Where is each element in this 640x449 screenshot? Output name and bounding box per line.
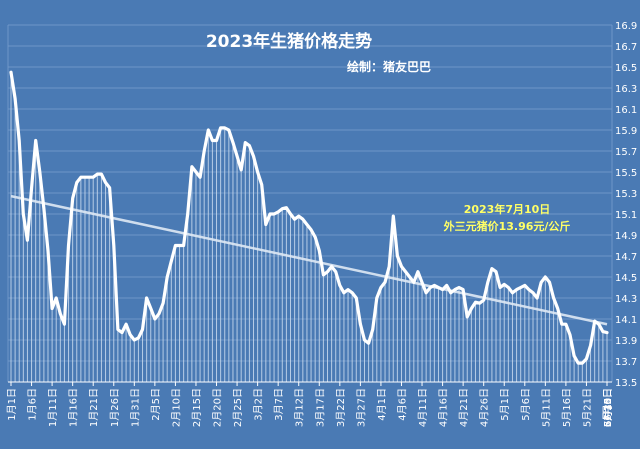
x-tick-label: 4月6日 <box>396 388 408 421</box>
y-axis: 13.5 13.7 13.9 14.1 14.3 14.5 14.7 14.9 15.1 15.3… <box>615 21 637 389</box>
x-tick-label: 3月17日 <box>314 388 326 427</box>
x-tick-label: 6月20日 <box>602 388 614 427</box>
y-tick-label: 15.5 <box>615 168 637 179</box>
x-tick-label: 7月10日 <box>602 388 614 427</box>
x-tick-label: 6月25日 <box>602 388 614 427</box>
area-fill <box>10 72 608 382</box>
x-tick-label: 5月1日 <box>499 388 511 421</box>
y-tick-label: 15.1 <box>615 210 637 221</box>
x-tick-label: 3月12日 <box>294 388 306 427</box>
y-tick-label: 14.9 <box>615 231 637 242</box>
x-tick-label: 2月10日 <box>170 388 182 427</box>
y-tick-label: 16.3 <box>615 84 637 95</box>
y-tick-label: 14.3 <box>615 294 637 305</box>
x-tick-label: 2月15日 <box>191 388 203 427</box>
x-tick-label: 6月5日 <box>602 388 614 421</box>
x-tick-label: 3月27日 <box>355 388 367 427</box>
x-tick-label: 3月7日 <box>273 388 285 421</box>
x-axis: 1月1日 1月6日 1月11日 1月16日 1月21日 1月26日 1月31日 2月5日 2月1… <box>6 381 614 427</box>
series-line <box>9 70 609 365</box>
y-tick-label: 13.9 <box>615 336 637 347</box>
x-tick-label: 1月6日 <box>27 388 39 421</box>
x-tick-label: 3月22日 <box>335 388 347 427</box>
x-tick-label: 4月21日 <box>458 388 470 427</box>
x-tick-label: 5月6日 <box>520 388 532 421</box>
x-tick-label: 1月1日 <box>6 388 18 421</box>
y-tick-label: 14.5 <box>615 273 637 284</box>
x-tick-label: 1月16日 <box>68 388 80 427</box>
x-tick-label: 2月25日 <box>232 388 244 427</box>
chart-title: 2023年生猪价格走势 <box>206 31 372 52</box>
x-tick-label: 1月11日 <box>47 388 59 427</box>
x-tick-label: 4月16日 <box>438 388 450 427</box>
x-tick-label: 1月31日 <box>129 388 141 427</box>
y-tick-label: 13.7 <box>615 357 637 368</box>
x-tick-label: 5月16日 <box>561 388 573 427</box>
y-tick-label: 13.5 <box>615 378 637 389</box>
x-tick-label: 4月26日 <box>479 388 491 427</box>
grid <box>7 24 613 383</box>
x-tick-label: 2月20日 <box>212 388 224 427</box>
y-tick-label: 14.1 <box>615 315 637 326</box>
x-tick-label: 5月21日 <box>581 388 593 427</box>
x-tick-label: 6月10日 <box>602 388 614 427</box>
x-tick-label: 7月5日 <box>602 388 614 421</box>
x-tick-label: 1月26日 <box>109 388 121 427</box>
x-tick-label: 5月26日 <box>602 388 614 427</box>
y-tick-label: 16.7 <box>615 42 637 53</box>
chart-subtitle: 绘制：猪友巴巴 <box>347 59 431 74</box>
y-tick-label: 16.5 <box>615 63 637 74</box>
x-tick-label: 1月21日 <box>88 388 100 427</box>
y-tick-label: 15.7 <box>615 147 637 158</box>
y-tick-label: 14.7 <box>615 252 637 263</box>
series-line-path <box>9 70 609 365</box>
x-tick-label: 6月30日 <box>602 388 614 427</box>
x-tick-label: 4月11日 <box>417 388 429 427</box>
annotation-date: 2023年7月10日 <box>464 202 551 216</box>
x-tick-label: 3月2日 <box>253 388 265 421</box>
y-tick-label: 16.1 <box>615 105 637 116</box>
x-tick-label: 2月5日 <box>150 388 162 421</box>
x-tick-label: 4月1日 <box>376 388 388 421</box>
y-tick-label: 15.9 <box>615 126 637 137</box>
annotation-price: 外三元猪价13.96元/公斤 <box>443 219 571 233</box>
y-tick-label: 16.9 <box>615 21 637 32</box>
x-tick-label: 5月11日 <box>540 388 552 427</box>
x-tick-label: 5月31日 <box>602 388 614 427</box>
x-tick-label: 6月15日 <box>602 388 614 427</box>
y-tick-label: 15.3 <box>615 189 637 200</box>
